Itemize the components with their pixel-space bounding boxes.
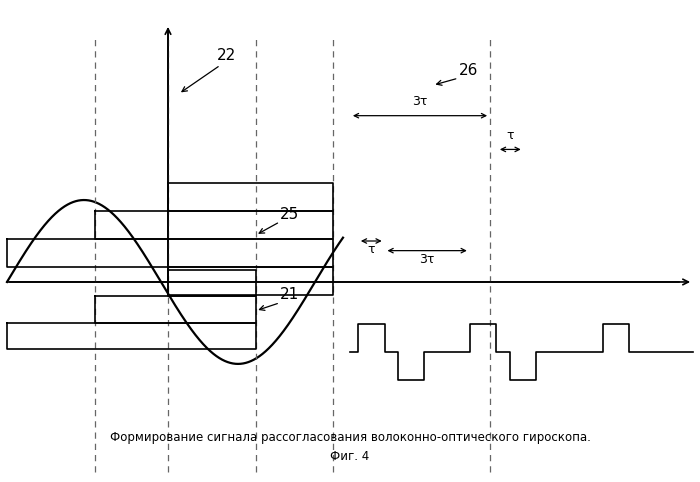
Text: τ: τ [368, 243, 375, 256]
Text: 3τ: 3τ [419, 253, 435, 266]
Text: Фиг. 4: Фиг. 4 [330, 450, 370, 463]
Text: 26: 26 [458, 63, 478, 78]
Text: 21: 21 [280, 287, 300, 302]
Text: τ: τ [507, 129, 514, 142]
Text: 3τ: 3τ [412, 95, 428, 108]
Text: 22: 22 [217, 48, 237, 63]
Text: 25: 25 [280, 207, 300, 222]
Text: Формирование сигнала рассогласования волоконно-оптического гироскопа.: Формирование сигнала рассогласования вол… [110, 431, 590, 444]
